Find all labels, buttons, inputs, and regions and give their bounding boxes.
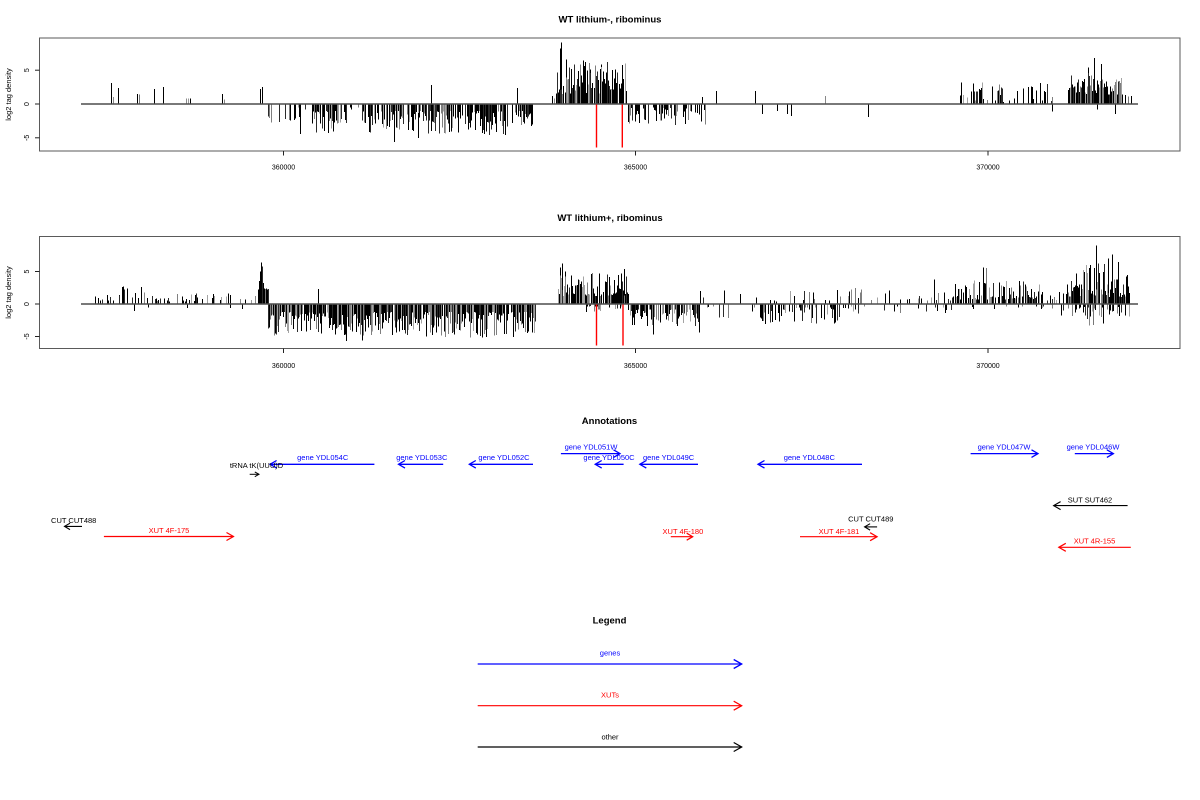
svg-text:gene YDL048C: gene YDL048C bbox=[784, 453, 836, 462]
svg-text:5: 5 bbox=[24, 68, 31, 72]
svg-text:WT lithium+, ribominus: WT lithium+, ribominus bbox=[557, 213, 662, 224]
svg-text:XUT 4F-180: XUT 4F-180 bbox=[663, 527, 704, 536]
svg-text:360000: 360000 bbox=[272, 363, 295, 370]
svg-text:Legend: Legend bbox=[593, 616, 627, 627]
svg-text:0: 0 bbox=[24, 302, 31, 306]
svg-text:gene YDL054C: gene YDL054C bbox=[297, 453, 349, 462]
svg-text:360000: 360000 bbox=[272, 165, 295, 172]
svg-text:gene YDL047W: gene YDL047W bbox=[978, 442, 1032, 451]
svg-text:log2 tag density: log2 tag density bbox=[4, 68, 13, 121]
svg-text:log2 tag density: log2 tag density bbox=[4, 266, 13, 319]
svg-text:XUT 4F-175: XUT 4F-175 bbox=[149, 526, 190, 535]
svg-text:370000: 370000 bbox=[976, 165, 999, 172]
svg-text:gene YDL053C: gene YDL053C bbox=[396, 453, 448, 462]
svg-text:370000: 370000 bbox=[976, 363, 999, 370]
svg-text:365000: 365000 bbox=[624, 363, 647, 370]
svg-text:gene YDL050C: gene YDL050C bbox=[583, 453, 635, 462]
svg-text:genes: genes bbox=[600, 649, 621, 658]
svg-text:CUT CUT489: CUT CUT489 bbox=[848, 515, 893, 524]
svg-text:-5: -5 bbox=[24, 135, 31, 141]
svg-text:other: other bbox=[601, 733, 619, 742]
svg-text:gene YDL051W: gene YDL051W bbox=[565, 442, 619, 451]
svg-text:365000: 365000 bbox=[624, 165, 647, 172]
svg-text:Annotations: Annotations bbox=[582, 416, 637, 427]
svg-text:gene YDL046W: gene YDL046W bbox=[1067, 442, 1121, 451]
svg-text:5: 5 bbox=[24, 269, 31, 273]
svg-text:XUTs: XUTs bbox=[601, 691, 619, 700]
svg-text:XUT 4R-155: XUT 4R-155 bbox=[1074, 537, 1116, 546]
svg-text:-5: -5 bbox=[24, 333, 31, 339]
svg-text:SUT SUT462: SUT SUT462 bbox=[1068, 495, 1112, 504]
svg-text:gene YDL052C: gene YDL052C bbox=[478, 453, 530, 462]
svg-text:tRNA tK(UUU)D: tRNA tK(UUU)D bbox=[230, 461, 284, 470]
svg-text:0: 0 bbox=[24, 102, 31, 106]
svg-text:gene YDL049C: gene YDL049C bbox=[643, 453, 695, 462]
svg-text:WT lithium-, ribominus: WT lithium-, ribominus bbox=[559, 15, 662, 26]
svg-text:CUT CUT488: CUT CUT488 bbox=[51, 516, 96, 525]
svg-text:XUT 4F-181: XUT 4F-181 bbox=[819, 527, 860, 536]
